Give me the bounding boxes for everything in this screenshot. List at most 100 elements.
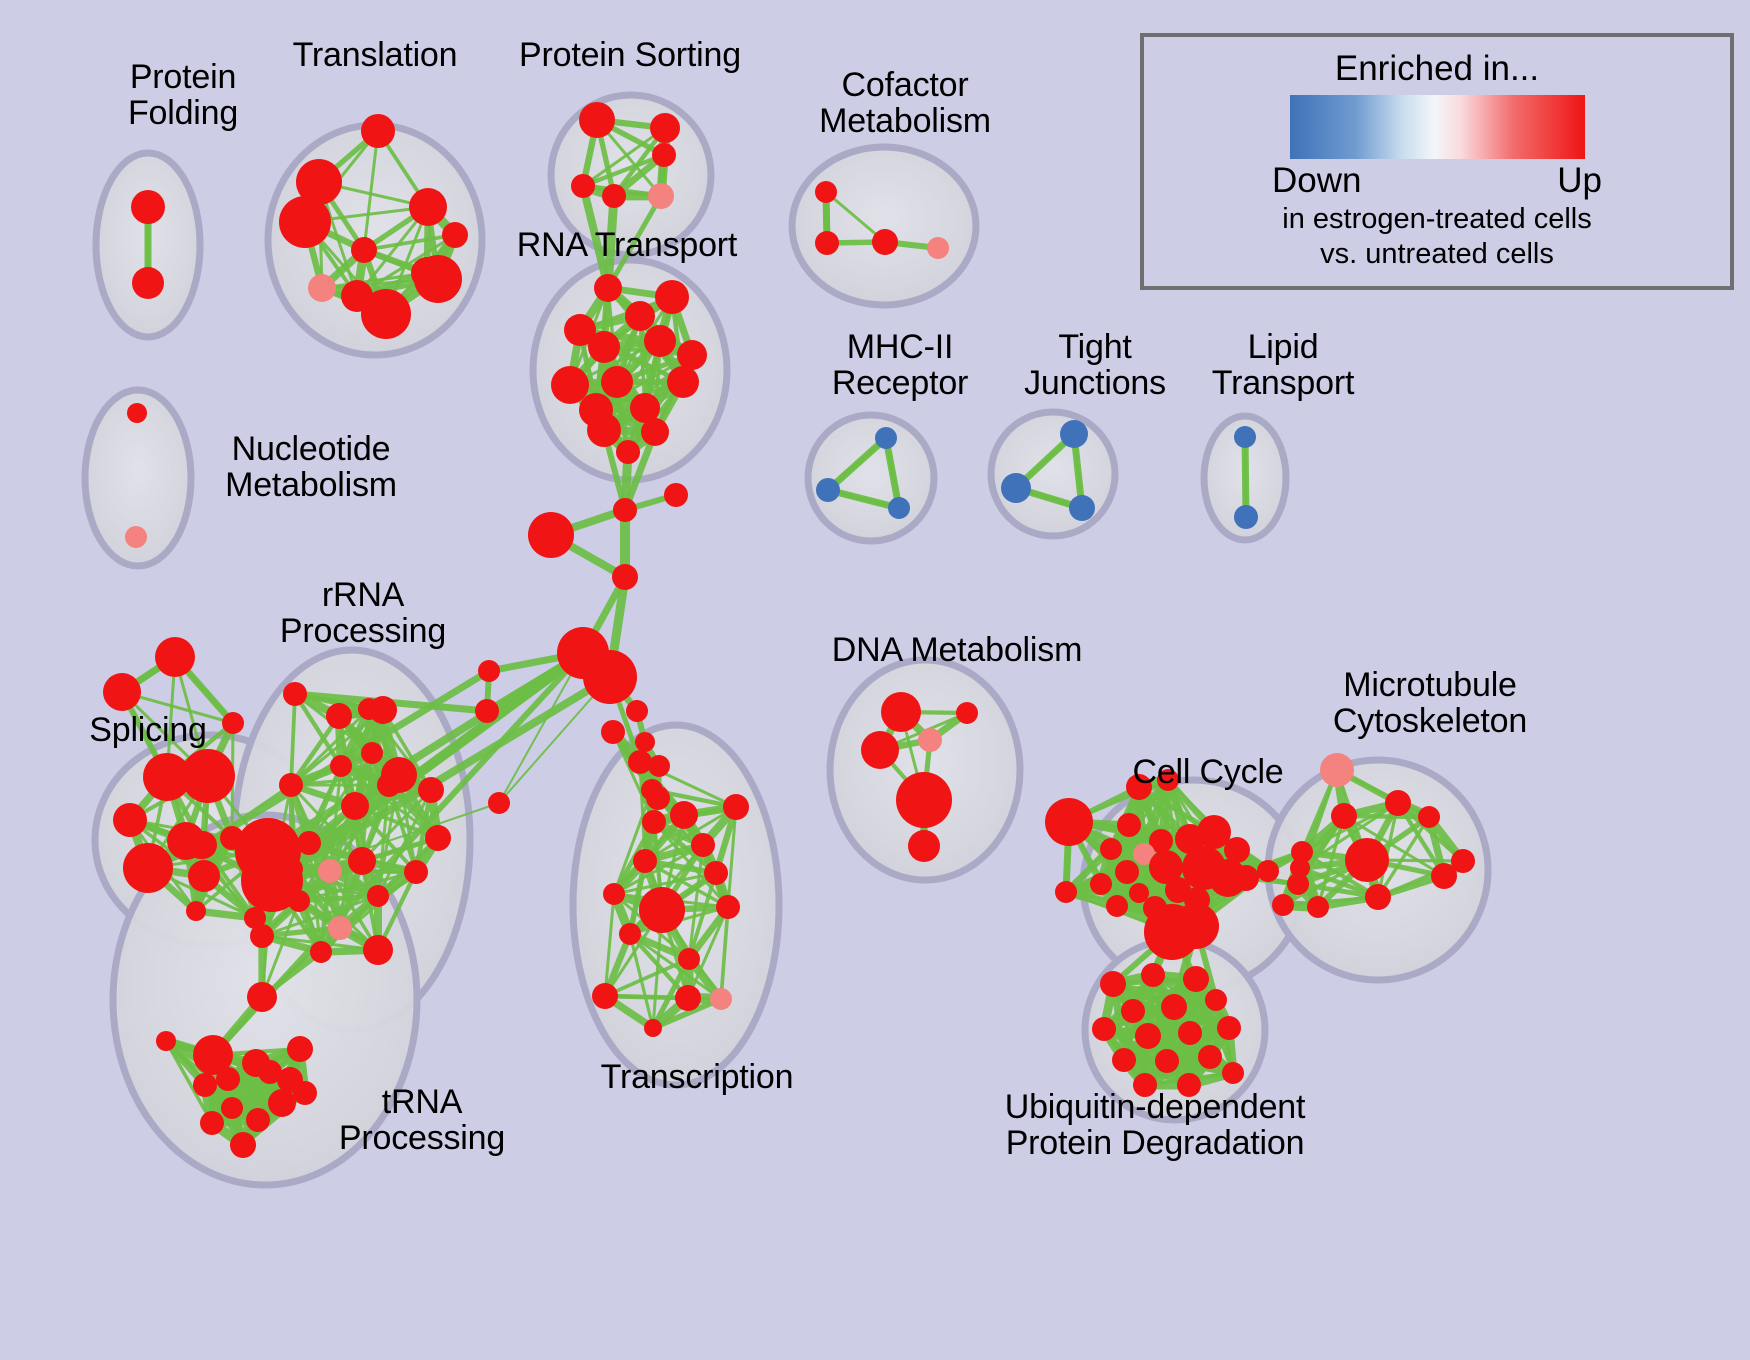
network-node[interactable] [216,1067,240,1091]
network-node[interactable] [330,755,352,777]
network-node[interactable] [188,835,212,859]
network-node[interactable] [1157,769,1179,791]
network-node[interactable] [1149,829,1173,853]
network-node[interactable] [369,696,397,724]
network-node[interactable] [875,427,897,449]
network-node[interactable] [296,159,342,205]
network-node[interactable] [258,1060,282,1084]
network-node[interactable] [156,1031,176,1051]
network-node[interactable] [475,699,499,723]
network-node[interactable] [1133,1073,1157,1097]
network-node[interactable] [478,660,500,682]
network-node[interactable] [221,1097,243,1119]
network-node[interactable] [1234,426,1256,448]
network-node[interactable] [1100,838,1122,860]
network-node[interactable] [132,267,164,299]
network-node[interactable] [244,907,266,929]
network-node[interactable] [1100,971,1126,997]
network-node[interactable] [633,849,657,873]
network-node[interactable] [125,526,147,548]
network-node[interactable] [644,325,676,357]
network-node[interactable] [675,985,701,1011]
network-node[interactable] [1112,1048,1136,1072]
network-node[interactable] [652,143,676,167]
network-node[interactable] [250,924,274,948]
network-node[interactable] [1257,860,1279,882]
network-node[interactable] [704,861,728,885]
network-node[interactable] [200,1111,224,1135]
network-node[interactable] [648,183,674,209]
network-node[interactable] [1115,860,1139,884]
network-node[interactable] [377,773,401,797]
network-node[interactable] [326,703,352,729]
network-node[interactable] [193,1073,217,1097]
network-node[interactable] [587,413,621,447]
network-node[interactable] [642,810,666,834]
network-node[interactable] [1451,849,1475,873]
network-node[interactable] [143,753,191,801]
network-node[interactable] [404,860,428,884]
network-node[interactable] [1272,894,1294,916]
network-node[interactable] [1126,774,1152,800]
network-node[interactable] [186,901,206,921]
network-node[interactable] [918,728,942,752]
network-node[interactable] [630,393,660,423]
network-node[interactable] [603,883,625,905]
network-node[interactable] [1418,806,1440,828]
network-node[interactable] [1217,1016,1241,1040]
network-node[interactable] [888,497,910,519]
network-node[interactable] [1117,813,1141,837]
network-node[interactable] [361,742,383,764]
network-node[interactable] [297,831,321,855]
network-node[interactable] [635,732,655,752]
network-node[interactable] [626,700,648,722]
network-node[interactable] [222,712,244,734]
network-node[interactable] [1183,966,1209,992]
network-node[interactable] [816,478,840,502]
network-node[interactable] [1224,837,1250,863]
network-node[interactable] [872,229,898,255]
network-node[interactable] [246,1108,270,1132]
network-node[interactable] [1233,865,1259,891]
network-node[interactable] [268,1089,296,1117]
network-node[interactable] [193,1035,233,1075]
network-node[interactable] [551,366,589,404]
network-node[interactable] [571,174,595,198]
network-node[interactable] [639,887,685,933]
network-node[interactable] [641,418,669,446]
network-node[interactable] [908,830,940,862]
network-node[interactable] [241,850,303,912]
network-node[interactable] [155,637,195,677]
network-node[interactable] [602,184,626,208]
network-node[interactable] [181,749,235,803]
network-node[interactable] [1385,790,1411,816]
network-node[interactable] [425,825,451,851]
network-node[interactable] [1198,1045,1222,1069]
network-node[interactable] [1055,881,1077,903]
network-node[interactable] [1287,873,1309,895]
network-node[interactable] [612,564,638,590]
network-node[interactable] [579,102,615,138]
network-node[interactable] [488,792,510,814]
network-node[interactable] [123,843,173,893]
network-node[interactable] [1291,841,1313,863]
network-node[interactable] [648,755,670,777]
network-node[interactable] [1069,495,1095,521]
network-node[interactable] [230,1132,256,1158]
network-node[interactable] [308,274,336,302]
network-node[interactable] [1178,1021,1202,1045]
network-node[interactable] [1290,858,1310,878]
network-node[interactable] [1365,884,1391,910]
network-node[interactable] [1331,803,1357,829]
network-node[interactable] [414,255,462,303]
network-node[interactable] [628,750,652,774]
network-node[interactable] [815,231,839,255]
network-node[interactable] [1177,1073,1201,1097]
network-node[interactable] [583,650,637,704]
network-node[interactable] [1129,883,1149,903]
network-node[interactable] [318,859,342,883]
network-node[interactable] [1320,753,1354,787]
network-node[interactable] [1133,843,1155,865]
network-node[interactable] [646,786,670,810]
network-node[interactable] [588,331,620,363]
